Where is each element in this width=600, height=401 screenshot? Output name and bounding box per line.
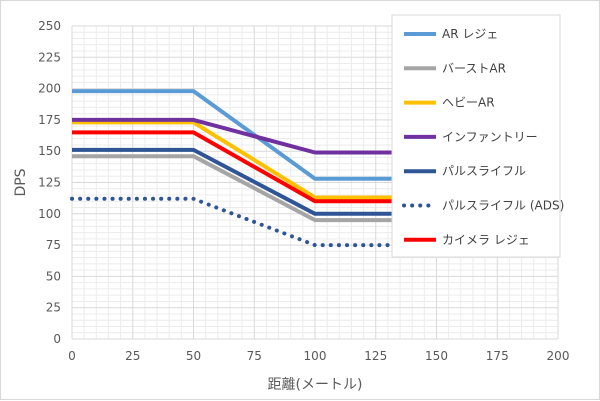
y-tick-labels: 0 25 50 75 100 125 150 175 200 225 250	[38, 19, 61, 346]
y-tick-label: 50	[46, 269, 61, 283]
legend-label-4: パルスライフル	[442, 164, 526, 178]
legend-label-1: バーストAR	[442, 61, 506, 75]
x-axis-title: 距離(メートル)	[268, 376, 363, 393]
x-tick-label: 50	[186, 349, 201, 363]
y-tick-label: 200	[38, 82, 61, 96]
y-tick-label: 125	[38, 176, 61, 190]
y-tick-label: 250	[38, 19, 61, 33]
x-tick-label: 25	[125, 349, 140, 363]
gridlines	[71, 25, 559, 340]
y-tick-label: 0	[53, 332, 61, 346]
x-tick-label: 150	[425, 349, 448, 363]
x-tick-labels: 0 25 50 75 100 125 150 175 200	[68, 349, 569, 363]
legend-label-6: カイメラ レジェ	[442, 233, 530, 247]
legend-label-3: インファントリー	[442, 130, 538, 144]
legend-label-5: パルスライフル (ADS)	[442, 199, 564, 213]
x-tick-label: 175	[486, 349, 509, 363]
y-tick-label: 100	[38, 207, 61, 221]
y-tick-label: 75	[46, 238, 61, 252]
y-tick-label: 150	[38, 144, 61, 158]
x-tick-label: 125	[364, 349, 387, 363]
legend-label-2: ヘビーAR	[442, 96, 495, 110]
x-tick-label: 75	[247, 349, 262, 363]
x-tick-label: 100	[304, 349, 327, 363]
y-tick-label: 225	[38, 50, 61, 64]
x-tick-label: 200	[547, 349, 570, 363]
y-tick-label: 175	[38, 113, 61, 127]
legend-label-0: AR レジェ	[442, 27, 498, 41]
y-tick-label: 25	[46, 301, 61, 315]
y-axis-title: DPS	[13, 168, 29, 196]
x-tick-label: 0	[68, 349, 76, 363]
